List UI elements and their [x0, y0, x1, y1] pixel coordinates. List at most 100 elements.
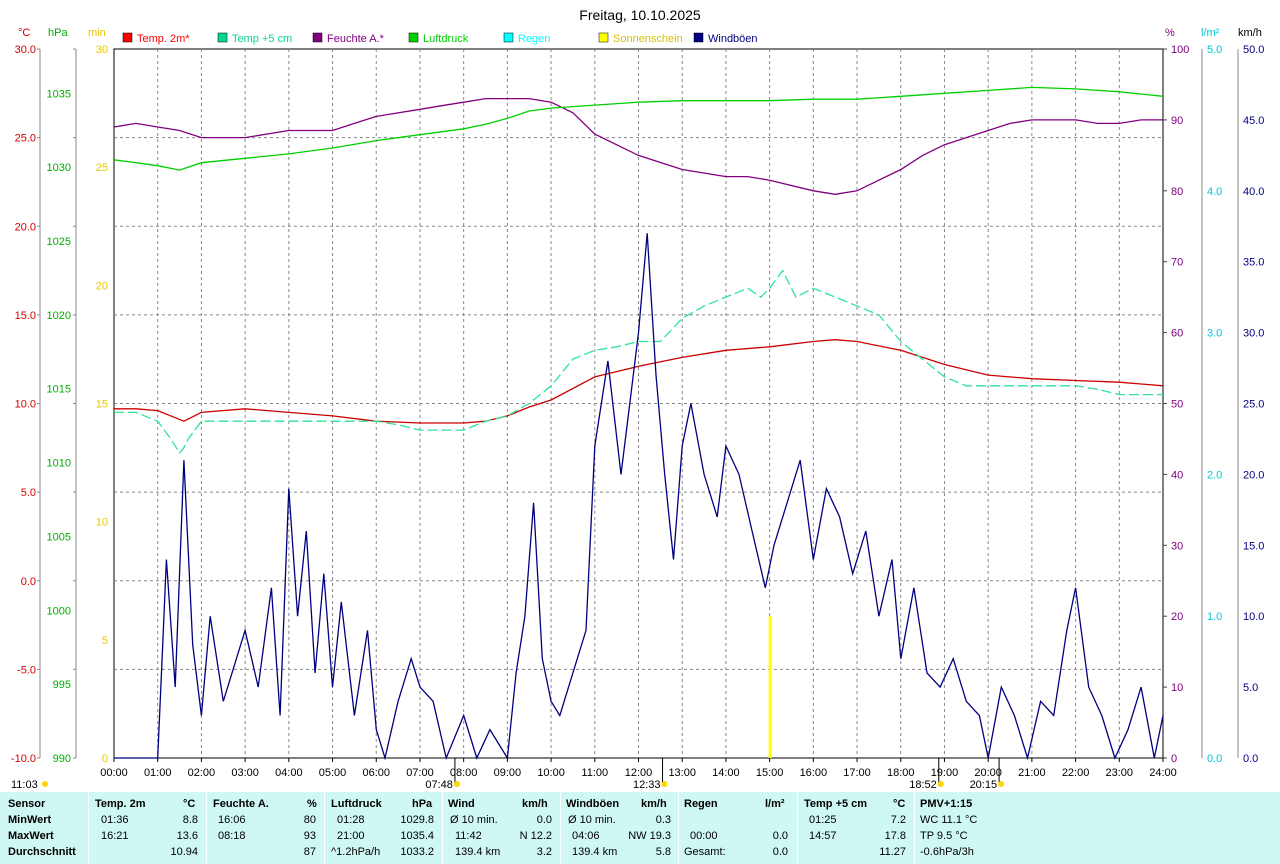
sun-marker-icon — [998, 781, 1005, 787]
stats-avg-feuchte-value: 87 — [303, 846, 316, 858]
sun-unit-label: min — [88, 27, 106, 39]
wind-tick-label: 15.0 — [1243, 540, 1264, 552]
pressure-tick-label: 990 — [53, 753, 71, 765]
pressure-tick-label: 1005 — [47, 531, 71, 543]
sunshine-bar — [768, 616, 772, 758]
stats-min-temp5cm-value: 7.2 — [890, 814, 906, 826]
stats-min-pmv: WC 11.1 °C — [920, 814, 978, 826]
stats-header-wind-unit: km/h — [522, 798, 548, 810]
legend-entry-label: Temp +5 cm — [232, 33, 292, 45]
temp-tick-label: 10.0 — [15, 399, 36, 411]
stats-min-temp5cm-time: 01:25 — [809, 814, 837, 826]
series-line-temp-2m — [114, 339, 1164, 424]
x-tick-label: 03:00 — [231, 767, 259, 779]
series-line-temp-5-cm — [114, 269, 1163, 455]
stats-header-luftdruck: Luftdruck — [331, 798, 382, 810]
stats-min-feuchte-time: 16:06 — [218, 814, 246, 826]
wind-tick-label: 20.0 — [1243, 469, 1264, 481]
stats-row-label-max: MaxWert — [8, 830, 54, 842]
legend-swatch — [503, 32, 514, 43]
rain-unit-label: l/m² — [1201, 27, 1220, 39]
pressure-tick-label: 1010 — [47, 458, 71, 470]
pressure-tick-label: 1020 — [47, 310, 71, 322]
x-tick-label: 18:00 — [887, 767, 915, 779]
legend-entry-label: Regen — [518, 33, 550, 45]
wind-tick-label: 25.0 — [1243, 399, 1264, 411]
legend-swatch — [598, 32, 609, 43]
humidity-tick-label: 60 — [1171, 328, 1183, 340]
humidity-unit-label: % — [1165, 27, 1175, 39]
stats-min-wind-value: 0.0 — [536, 814, 552, 826]
wind-tick-label: 0.0 — [1243, 753, 1258, 765]
stats-header-temp2m: Temp. 2m — [95, 798, 146, 810]
rain-tick-label: 5.0 — [1207, 44, 1222, 56]
x-tick-label: 19:00 — [931, 767, 959, 779]
stats-header-regen: Regen — [684, 798, 718, 810]
stats-max-wind-value: N 12.2 — [519, 830, 552, 842]
marker-label: 07:48 — [425, 779, 453, 791]
stats-max-wind-time: 11:42 — [455, 830, 482, 842]
sun-tick-label: 0 — [102, 753, 108, 765]
x-tick-label: 24:00 — [1149, 767, 1177, 779]
stats-max-temp2m-time: 16:21 — [101, 830, 129, 842]
humidity-tick-label: 20 — [1171, 611, 1183, 623]
humidity-tick-label: 90 — [1171, 115, 1183, 127]
humidity-tick-label: 0 — [1171, 753, 1177, 765]
sun-tick-label: 5 — [102, 635, 108, 647]
humidity-tick-label: 100 — [1171, 44, 1189, 56]
x-tick-label: 05:00 — [319, 767, 347, 779]
legend-swatch — [408, 32, 419, 43]
legend-entry-label: Luftdruck — [423, 33, 469, 45]
x-tick-label: 20:00 — [974, 767, 1002, 779]
stats-header-temp2m-unit: °C — [183, 798, 196, 810]
stats-min-feuchte-value: 80 — [303, 814, 316, 826]
x-tick-label: 14:00 — [712, 767, 740, 779]
stats-avg-windboeen-distance: 139.4 km — [572, 846, 618, 858]
stats-avg-pmv: -0.6hPa/3h — [920, 846, 974, 858]
sun-marker-icon — [453, 781, 460, 787]
stats-row-label-avg: Durchschnitt — [8, 846, 76, 858]
x-tick-label: 07:00 — [406, 767, 434, 779]
stats-header-feuchte: Feuchte A. — [213, 798, 269, 810]
stats-header-luftdruck-unit: hPa — [412, 798, 433, 810]
sun-tick-label: 10 — [96, 517, 108, 529]
temp-tick-label: 5.0 — [21, 487, 36, 499]
legend-entry-label: Feuchte A.* — [327, 33, 385, 45]
legend-entry-label: Windböen — [708, 33, 758, 45]
stats-avg-regen-value: 0.0 — [772, 846, 788, 858]
stats-min-luftdruck-value: 1029.8 — [400, 814, 434, 826]
stats-avg-luftdruck-trend: ^1.2hPa/h — [331, 846, 381, 858]
stats-max-windboeen-time: 04:06 — [572, 830, 600, 842]
humidity-tick-label: 70 — [1171, 257, 1183, 269]
humidity-tick-label: 10 — [1171, 682, 1183, 694]
x-tick-label: 12:00 — [625, 767, 653, 779]
series-line-windb-en — [114, 233, 1164, 761]
marker-label: 11:03 — [11, 779, 38, 791]
legend-swatch — [693, 32, 704, 43]
stats-max-temp5cm-value: 17.8 — [884, 830, 906, 842]
wind-tick-label: 50.0 — [1243, 44, 1264, 56]
stats-max-regen-time: 00:00 — [690, 830, 718, 842]
stats-avg-temp2m-value: 10.94 — [170, 846, 198, 858]
stats-max-feuchte-time: 08:18 — [218, 830, 246, 842]
sun-tick-label: 30 — [96, 44, 108, 56]
pressure-tick-label: 1000 — [47, 605, 71, 617]
x-tick-label: 08:00 — [450, 767, 478, 779]
humidity-tick-label: 30 — [1171, 540, 1183, 552]
chart-title: Freitag, 10.10.2025 — [579, 7, 701, 23]
temp-tick-label: 25.0 — [15, 133, 36, 145]
series-line-luftdruck — [113, 86, 1164, 171]
stats-header-sensor: Sensor — [8, 798, 46, 810]
temp-tick-label: 0.0 — [21, 576, 36, 588]
legend-swatch — [122, 32, 133, 43]
sun-marker-icon — [937, 781, 944, 787]
legend-swatch — [217, 32, 228, 43]
marker-label: 20:15 — [970, 779, 998, 791]
stats-max-feuchte-value: 93 — [303, 830, 316, 842]
stats-max-luftdruck-time: 21:00 — [337, 830, 365, 842]
x-tick-label: 21:00 — [1018, 767, 1046, 779]
marker-label: 18:52 — [909, 779, 937, 791]
stats-max-temp5cm-time: 14:57 — [809, 830, 837, 842]
temp-tick-label: -10.0 — [11, 753, 36, 765]
wind-tick-label: 5.0 — [1243, 682, 1258, 694]
